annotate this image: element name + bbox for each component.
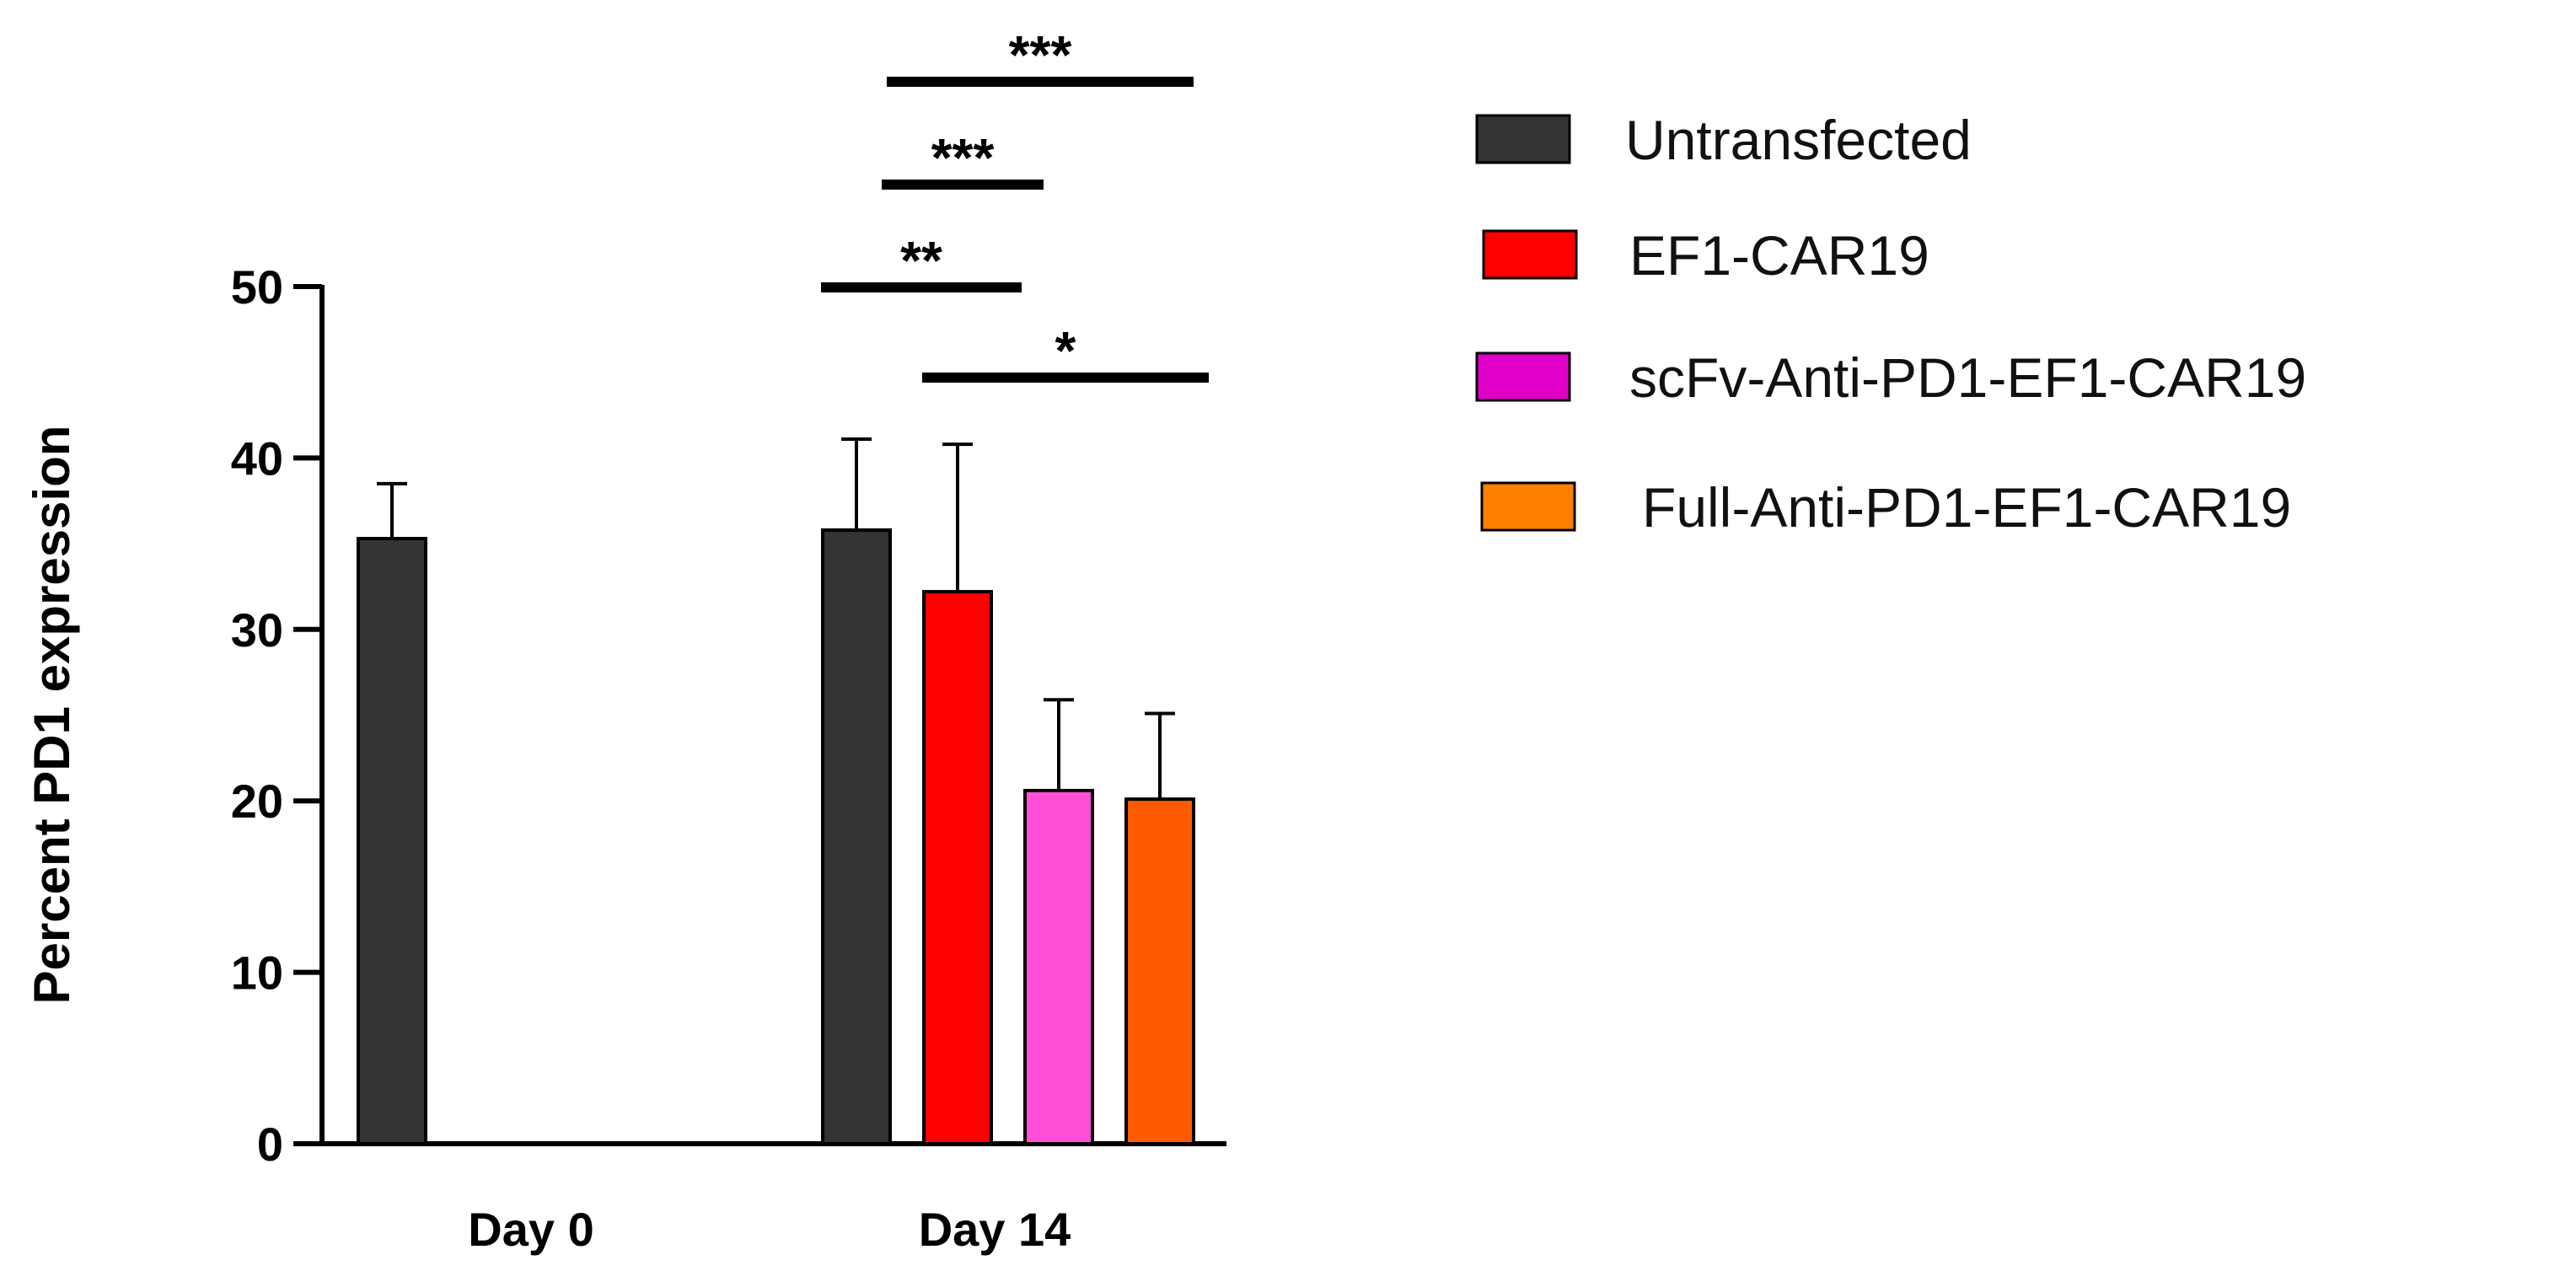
y-tick-label: 10 [231,947,283,1000]
significance-label-1: *** [931,127,995,188]
significance-label-0: *** [1009,24,1072,85]
error-bars [377,437,1175,800]
y-tick-label: 20 [231,775,283,828]
y-tick-label: 30 [231,603,283,657]
bar-untransfected-day-0 [357,536,427,1145]
legend-label-untransfected: Untransfected [1625,109,1972,171]
axes: 0 10 20 30 40 50 Day 0 Day 14 Percent PD1 expres… [24,260,1226,1256]
legend-swatch-untransfected [1475,114,1571,164]
significance-label-3: * [1055,320,1076,381]
legend-swatch-full-anti-pd1-ef1-car19 [1480,481,1576,532]
bar-scfv-anti-pd1-ef1-car19-day-14 [1023,788,1094,1145]
x-tick-label-day-14: Day 14 [919,1203,1071,1256]
y-axis-title: Percent PD1 expression [24,426,80,1005]
legend-label-scfv-anti-pd1-ef1-car19: scFv-Anti-PD1-EF1-CAR19 [1629,346,2306,409]
x-tick-label-day-0: Day 0 [468,1203,593,1256]
significance-annotations: ********* [821,24,1209,383]
bar-untransfected-day-14 [821,528,892,1145]
legend-swatch-ef1-car19 [1482,229,1578,280]
bar-ef1-car19-day-14 [922,590,993,1145]
y-tick-label: 40 [231,432,283,485]
legend-label-ef1-car19: EF1-CAR19 [1629,224,1929,287]
legend: Untransfected EF1-CAR19 scFv-Anti-PD1-EF1-… [1475,109,2306,539]
y-tick-label: 50 [231,260,283,314]
bars [357,528,1195,1146]
y-tick-label: 0 [257,1118,283,1171]
legend-label-full-anti-pd1-ef1-car19: Full-Anti-PD1-EF1-CAR19 [1642,476,2291,539]
bar-full-anti-pd1-ef1-car19-day-14 [1124,797,1195,1146]
legend-swatch-scfv-anti-pd1-ef1-car19 [1475,351,1571,402]
significance-label-2: ** [900,230,942,291]
